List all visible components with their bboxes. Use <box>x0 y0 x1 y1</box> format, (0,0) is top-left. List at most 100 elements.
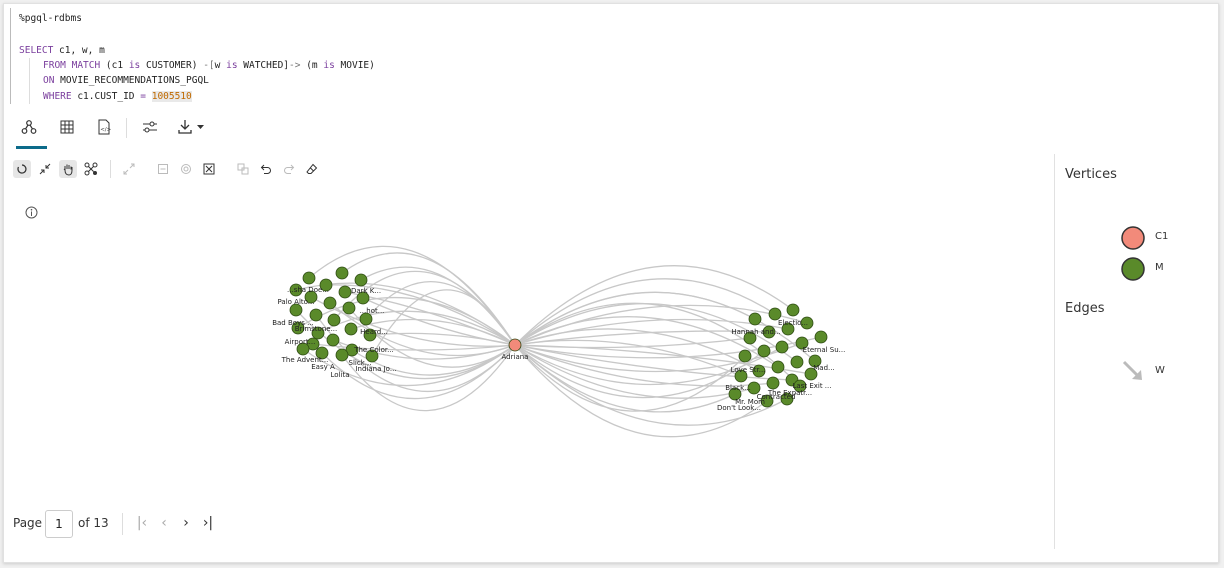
first-page-icon[interactable]: |‹ <box>136 515 148 531</box>
left-edge[interactable] <box>341 252 516 346</box>
movie-vertex[interactable] <box>354 273 368 287</box>
page-input[interactable]: 1 <box>45 510 73 538</box>
movie-vertex[interactable] <box>335 348 349 362</box>
movie-vertex[interactable] <box>808 354 822 368</box>
network-icon[interactable] <box>82 160 100 178</box>
prev-page-icon[interactable]: ‹ <box>161 515 167 531</box>
left-edge[interactable] <box>365 281 516 346</box>
remove-icon[interactable] <box>154 160 172 178</box>
left-edge[interactable] <box>369 332 516 346</box>
movie-vertex[interactable] <box>306 337 320 351</box>
movie-vertex[interactable] <box>762 325 776 339</box>
last-page-icon[interactable]: ›| <box>202 515 214 531</box>
movie-vertex[interactable] <box>757 344 771 358</box>
movie-vertex[interactable] <box>743 331 757 345</box>
movie-vertex[interactable] <box>747 381 761 395</box>
movie-vertex[interactable] <box>323 296 337 310</box>
right-edge[interactable] <box>514 291 816 362</box>
movie-vertex[interactable] <box>338 285 352 299</box>
right-edge[interactable] <box>514 344 774 387</box>
undo-icon[interactable] <box>257 160 275 178</box>
movie-vertex[interactable] <box>775 340 789 354</box>
info-icon[interactable] <box>22 203 40 221</box>
movie-vertex[interactable] <box>304 290 318 304</box>
right-edge[interactable] <box>514 344 793 381</box>
movie-vertex[interactable] <box>289 303 303 317</box>
right-edge[interactable] <box>514 344 788 426</box>
focus-icon[interactable] <box>177 160 195 178</box>
movie-vertex[interactable] <box>793 379 807 393</box>
code-editor[interactable]: %pgql-rdbms SELECT c1, w, m FROM MATCH (… <box>10 8 1201 104</box>
movie-vertex[interactable] <box>319 278 333 292</box>
movie-vertex[interactable] <box>760 394 774 408</box>
movie-vertex[interactable] <box>359 312 373 326</box>
left-edge[interactable] <box>308 245 516 346</box>
movie-vertex[interactable] <box>790 355 804 369</box>
right-edge[interactable] <box>514 344 768 438</box>
right-edge[interactable] <box>514 265 794 346</box>
movie-vertex[interactable] <box>289 283 303 297</box>
right-edge[interactable] <box>514 316 779 368</box>
left-edge[interactable] <box>297 296 516 346</box>
left-edge[interactable] <box>371 289 516 357</box>
movie-vertex[interactable] <box>748 312 762 326</box>
movie-vertex[interactable] <box>728 387 742 401</box>
expand-icon[interactable] <box>120 160 138 178</box>
right-edge[interactable] <box>514 344 746 412</box>
movie-vertex[interactable] <box>335 266 349 280</box>
left-edge[interactable] <box>321 344 516 400</box>
left-edge[interactable] <box>341 344 516 412</box>
pan-hand-icon[interactable] <box>59 160 77 178</box>
movie-vertex[interactable] <box>356 291 370 305</box>
movie-vertex[interactable] <box>781 322 795 336</box>
movie-vertex[interactable] <box>365 349 379 363</box>
settings-icon[interactable] <box>139 116 161 138</box>
movie-vertex[interactable] <box>766 376 780 390</box>
movie-vertex[interactable] <box>752 364 766 378</box>
table-view-icon[interactable] <box>56 116 78 138</box>
movie-vertex[interactable] <box>800 316 814 330</box>
graph-view-icon[interactable] <box>18 116 40 138</box>
left-edge[interactable] <box>317 310 516 346</box>
movie-vertex[interactable] <box>296 342 310 356</box>
movie-vertex[interactable] <box>291 321 305 335</box>
movie-vertex[interactable] <box>771 360 785 374</box>
movie-vertex[interactable] <box>363 328 377 342</box>
download-icon[interactable] <box>174 116 210 138</box>
movie-vertex[interactable] <box>795 336 809 350</box>
redo-icon[interactable] <box>280 160 298 178</box>
movie-vertex[interactable] <box>804 367 818 381</box>
eraser-icon[interactable] <box>303 160 321 178</box>
right-edge[interactable] <box>514 328 760 372</box>
right-edge[interactable] <box>514 278 776 346</box>
right-edge[interactable] <box>514 339 742 377</box>
movie-vertex[interactable] <box>345 343 359 357</box>
graph-canvas[interactable]: Adriana ...sha Doe... Dark K... Palo Alto..… <box>4 184 1049 484</box>
movie-vertex[interactable] <box>315 346 329 360</box>
movie-vertex[interactable] <box>327 313 341 327</box>
left-edge[interactable] <box>350 318 516 346</box>
movie-vertex[interactable] <box>342 301 356 315</box>
next-page-icon[interactable]: › <box>183 515 189 531</box>
movie-vertex[interactable] <box>738 349 752 363</box>
movie-vertex[interactable] <box>302 271 316 285</box>
right-edge[interactable] <box>514 344 755 399</box>
movie-vertex[interactable] <box>311 326 325 340</box>
customer-vertex[interactable] <box>508 338 522 352</box>
movie-vertex[interactable] <box>734 369 748 383</box>
movie-vertex[interactable] <box>780 392 794 406</box>
json-view-icon[interactable]: </> <box>93 116 115 138</box>
movie-vertex[interactable] <box>814 330 828 344</box>
collapse-icon[interactable] <box>36 160 54 178</box>
left-edge[interactable] <box>312 343 516 351</box>
movie-vertex[interactable] <box>786 303 800 317</box>
lasso-select-icon[interactable] <box>13 160 31 178</box>
group-icon[interactable] <box>234 160 252 178</box>
right-edge[interactable] <box>514 291 756 346</box>
left-edge[interactable] <box>310 296 516 347</box>
movie-vertex[interactable] <box>768 307 782 321</box>
movie-vertex[interactable] <box>326 333 340 347</box>
left-edge[interactable] <box>302 344 516 387</box>
movie-vertex[interactable] <box>344 322 358 336</box>
movie-vertex[interactable] <box>309 308 323 322</box>
